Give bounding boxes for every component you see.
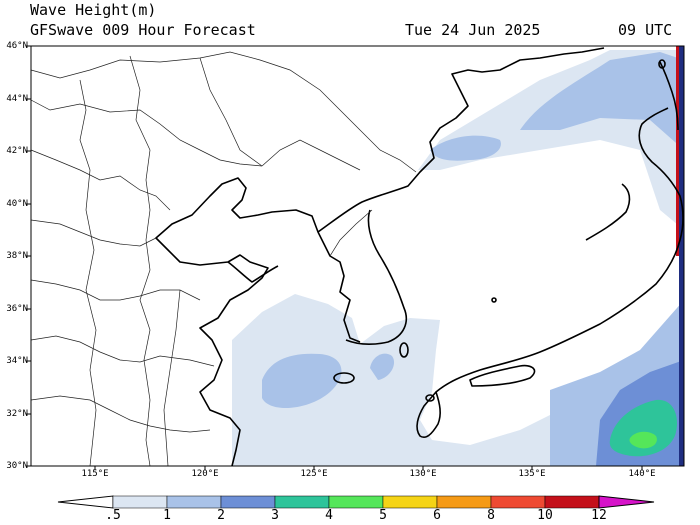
lat-label: 44°N	[6, 94, 28, 104]
band-3-pacific	[609, 399, 678, 457]
lon-label: 125°E	[300, 469, 328, 479]
lat-label: 32°N	[6, 409, 28, 419]
lat-label: 38°N	[6, 251, 28, 261]
wave-height-fill	[232, 46, 684, 466]
colorbar-seg-5	[382, 495, 438, 509]
colorbar-label: 8	[487, 508, 495, 523]
colorbar-label: 10	[537, 508, 553, 523]
band-1-ecs	[262, 353, 342, 409]
colorbar-seg-8	[544, 495, 600, 509]
edge-strip	[679, 46, 684, 466]
lat-label: 34°N	[6, 356, 28, 366]
colorbar-label: 5	[379, 508, 387, 523]
lat-label: 36°N	[6, 304, 28, 314]
colorbar-label: 3	[271, 508, 279, 523]
colorbar-label: 12	[591, 508, 607, 523]
lon-label: 140°E	[628, 469, 656, 479]
colorbar-seg-2	[220, 495, 276, 509]
edge-strip-north	[676, 46, 679, 256]
colorbar-label: 6	[433, 508, 441, 523]
forecast-time: 09 UTC	[618, 21, 673, 39]
lat-label: 42°N	[6, 146, 28, 156]
band-4-pacific	[629, 431, 657, 449]
lon-label: 130°E	[409, 469, 437, 479]
colorbar-label: .5	[105, 508, 121, 523]
chart-title: Wave Height(m)	[30, 1, 157, 19]
forecast-label: GFSwave 009 Hour Forecast	[30, 21, 256, 39]
colorbar-seg-0	[112, 495, 168, 509]
colorbar	[57, 495, 655, 509]
axis-ticks	[26, 45, 643, 470]
lon-label: 135°E	[518, 469, 546, 479]
lat-label: 40°N	[6, 199, 28, 209]
band-1-coast	[430, 135, 501, 161]
colorbar-seg-6	[436, 495, 492, 509]
lat-label: 46°N	[6, 41, 28, 51]
colorbar-label: 4	[325, 508, 333, 523]
band-1-korea-strait	[370, 353, 395, 380]
colorbar-max-arrow	[598, 495, 655, 509]
forecast-date: Tue 24 Jun 2025	[405, 21, 541, 39]
band-1-japan-sea	[520, 52, 684, 150]
lon-label: 120°E	[191, 469, 219, 479]
colorbar-seg-7	[490, 495, 546, 509]
colorbar-seg-1	[166, 495, 222, 509]
lat-label: 30°N	[6, 461, 28, 471]
province-borders	[30, 51, 417, 467]
colorbar-seg-4	[328, 495, 384, 509]
colorbar-label: 1	[163, 508, 171, 523]
colorbar-min-arrow	[57, 495, 114, 509]
coastlines	[155, 47, 684, 467]
colorbar-seg-3	[274, 495, 330, 509]
lon-label: 115°E	[81, 469, 109, 479]
colorbar-label: 2	[217, 508, 225, 523]
